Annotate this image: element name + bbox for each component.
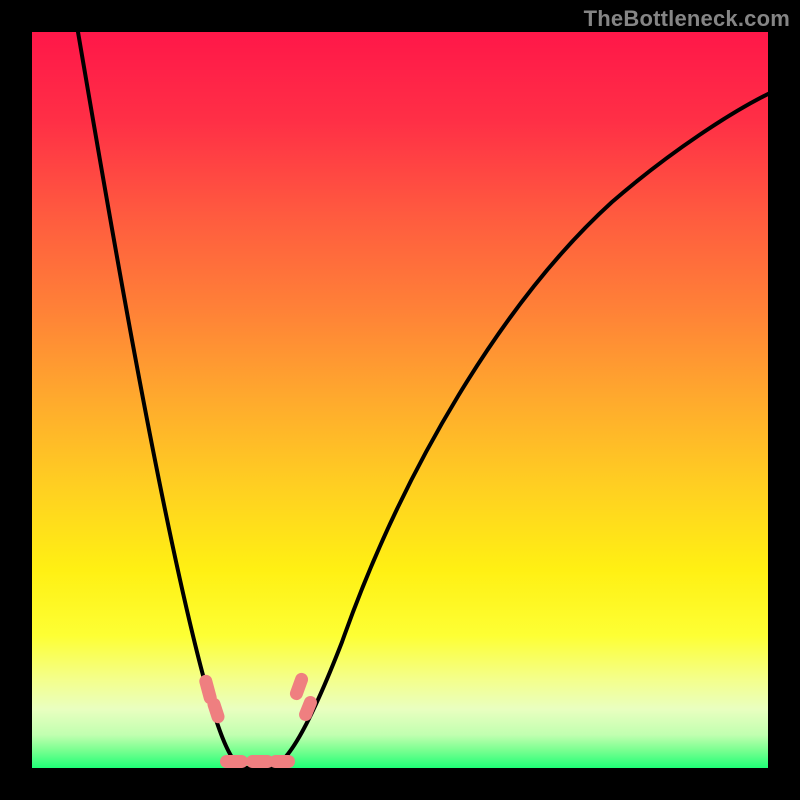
- plot-area: [32, 32, 768, 768]
- curve-marker: [269, 755, 295, 768]
- marker-layer: [32, 32, 768, 768]
- watermark-text: TheBottleneck.com: [584, 6, 790, 32]
- chart-frame: TheBottleneck.com: [0, 0, 800, 800]
- curve-marker: [206, 696, 226, 725]
- curve-marker: [220, 755, 248, 768]
